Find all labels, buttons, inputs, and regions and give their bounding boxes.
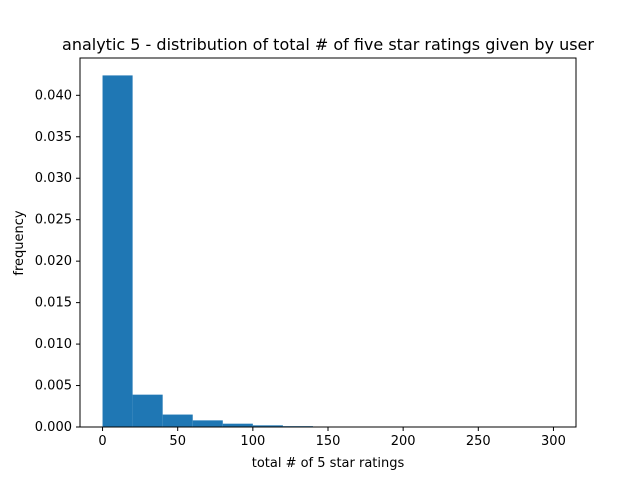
histogram-bar-3 [192, 420, 223, 427]
y-tick-label-7: 0.035 [35, 130, 72, 145]
x-tick-label-1: 50 [169, 434, 186, 449]
y-tick-label-8: 0.040 [35, 88, 72, 103]
y-axis-ticks: 0.000 0.005 0.010 0.015 0.020 0.025 0.030 0.035… [35, 88, 80, 435]
y-tick-label-1: 0.005 [35, 379, 72, 394]
x-axis-ticks: 0 50 100 150 200 250 300 [98, 427, 566, 449]
histogram-bars [102, 75, 494, 427]
plot-area-frame [79, 57, 577, 428]
histogram-bar-1 [132, 394, 163, 427]
x-tick-label-5: 250 [466, 434, 491, 449]
histogram-bar-0 [102, 75, 133, 427]
histogram-bar-2 [162, 414, 193, 427]
y-tick-label-6: 0.030 [35, 171, 72, 186]
y-tick-label-5: 0.025 [35, 213, 72, 228]
x-tick-label-2: 100 [240, 434, 265, 449]
histogram-bar-4 [222, 423, 253, 427]
y-tick-label-4: 0.020 [35, 254, 72, 269]
x-axis-label: total # of 5 star ratings [252, 456, 405, 471]
y-axis-label: frequency [12, 210, 27, 276]
histogram-bar-5 [252, 425, 283, 427]
y-tick-label-0: 0.000 [35, 420, 72, 435]
x-tick-label-4: 200 [391, 434, 416, 449]
x-tick-label-0: 0 [98, 434, 106, 449]
x-tick-label-6: 300 [541, 434, 566, 449]
y-tick-label-3: 0.015 [35, 296, 72, 311]
x-tick-label-3: 150 [316, 434, 341, 449]
chart-title: analytic 5 - distribution of total # of … [62, 35, 594, 54]
y-tick-label-2: 0.010 [35, 337, 72, 352]
